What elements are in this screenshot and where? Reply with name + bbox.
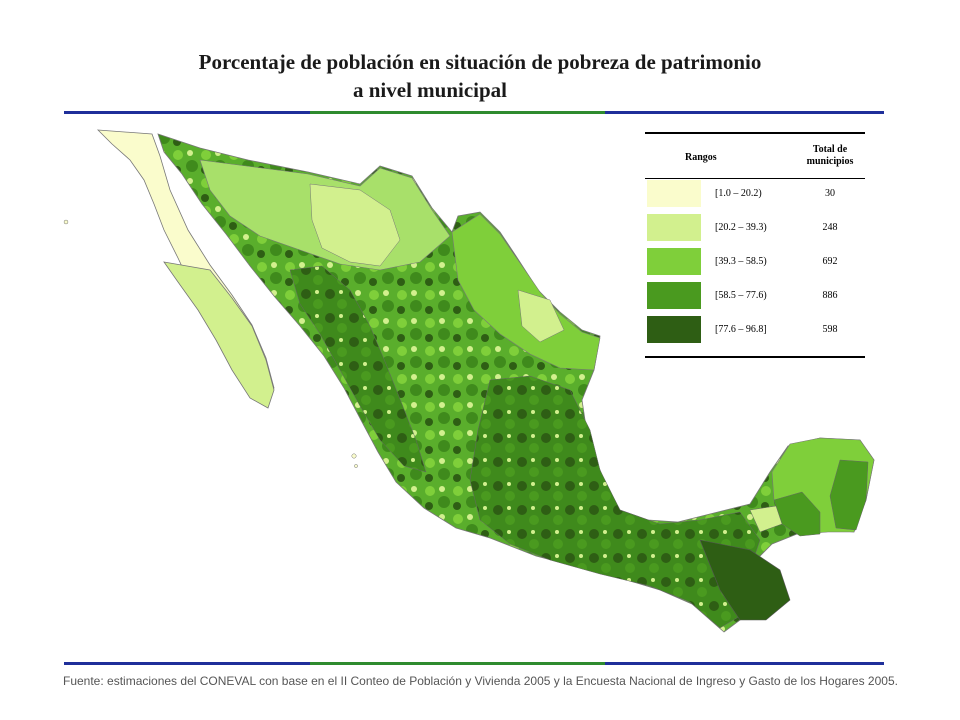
legend-row: [1.0 – 20.2) 30: [645, 180, 865, 208]
legend-header-total-line1: Total de: [812, 144, 848, 155]
legend-header-total: Total de municipios: [795, 144, 865, 168]
legend-header-total-line2: municipios: [806, 156, 854, 167]
top-divider: [64, 111, 884, 114]
legend-header-divider: [645, 178, 865, 179]
legend-range: [1.0 – 20.2): [715, 188, 762, 199]
map-region-northeast: [451, 213, 601, 371]
legend-range: [39.3 – 58.5): [715, 256, 767, 267]
legend-row: [39.3 – 58.5) 692: [645, 248, 865, 276]
legend-row: [20.2 – 39.3) 248: [645, 214, 865, 242]
legend-swatch: [647, 282, 701, 309]
map-region-monterrey-light: [517, 289, 565, 343]
map-region-tabasco-light: [749, 505, 783, 533]
legend-range: [58.5 – 77.6): [715, 290, 767, 301]
legend-count: 598: [822, 324, 838, 335]
map-region-quintana-roo: [829, 459, 869, 531]
map-region-baja-california-sur: [163, 261, 275, 409]
legend-swatch: [647, 248, 701, 275]
map-island-small: [354, 464, 358, 468]
legend-count: 30: [825, 188, 835, 199]
legend-swatch: [647, 316, 701, 343]
map-region-chiapas: [699, 539, 791, 621]
map-title-line2: a nivel municipal: [352, 78, 508, 102]
bottom-divider: [64, 662, 884, 665]
legend-count: 248: [822, 222, 838, 233]
mexico-poverty-map: [63, 129, 875, 633]
legend-count: 692: [822, 256, 838, 267]
source-note: Fuente: estimaciones del CONEVAL con bas…: [63, 674, 898, 688]
legend-range: [77.6 – 96.8]: [715, 324, 767, 335]
map-title: Porcentaje de población en situación de …: [0, 48, 960, 104]
legend-count: 886: [822, 290, 838, 301]
map-region-south-dark: [469, 375, 761, 629]
legend-range: [20.2 – 39.3): [715, 222, 767, 233]
map-region-chihuahua-light: [309, 183, 401, 267]
map-island-guadalupe: [63, 219, 69, 225]
map-island-revillagigedo: [351, 453, 357, 459]
map-title-line1: Porcentaje de población en situación de …: [198, 50, 762, 74]
map-legend: Rangos Total de municipios [1.0 – 20.2) …: [645, 132, 865, 358]
legend-header-ranges: Rangos: [685, 152, 717, 163]
legend-swatch: [647, 180, 701, 207]
legend-row: [58.5 – 77.6) 886: [645, 282, 865, 310]
legend-swatch: [647, 214, 701, 241]
map-region-sierra-madre-dark: [289, 265, 427, 473]
legend-row: [77.6 – 96.8] 598: [645, 316, 865, 344]
